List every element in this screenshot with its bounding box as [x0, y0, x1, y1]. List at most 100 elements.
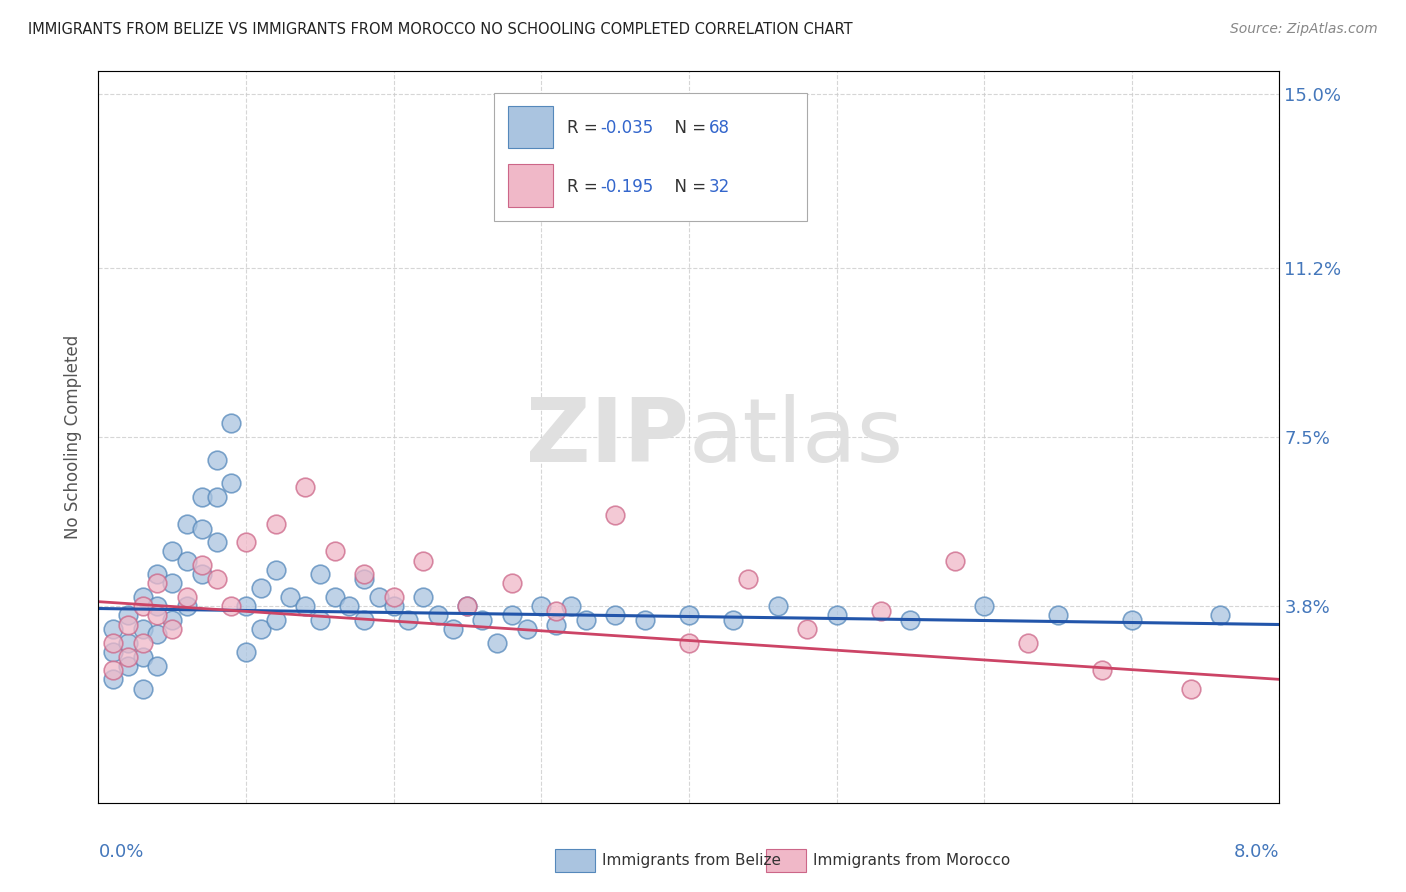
Point: [264, 613, 287, 627]
Point: [146, 658, 169, 673]
Point: [146, 626, 169, 640]
Text: 68: 68: [709, 120, 730, 137]
Point: [117, 636, 139, 650]
Point: [250, 622, 273, 636]
Point: [546, 617, 568, 632]
Text: N =: N =: [664, 178, 711, 196]
Point: [132, 590, 155, 604]
Point: [280, 590, 302, 604]
Point: [221, 475, 243, 490]
Point: [146, 576, 169, 591]
Point: [678, 608, 700, 623]
Point: [146, 608, 169, 623]
Point: [501, 576, 523, 591]
Text: Immigrants from Morocco: Immigrants from Morocco: [813, 854, 1010, 868]
Point: [309, 567, 332, 582]
Point: [176, 599, 198, 614]
Point: [471, 613, 494, 627]
Point: [1018, 636, 1040, 650]
Point: [176, 516, 198, 531]
Point: [1121, 613, 1143, 627]
Point: [678, 636, 700, 650]
Text: R =: R =: [567, 178, 603, 196]
Point: [162, 544, 183, 558]
Point: [796, 622, 818, 636]
Point: [235, 535, 257, 549]
FancyBboxPatch shape: [508, 164, 553, 207]
Point: [412, 553, 434, 567]
Point: [575, 613, 598, 627]
Point: [766, 599, 789, 614]
Point: [221, 599, 243, 614]
Point: [1091, 663, 1114, 677]
Point: [191, 567, 214, 582]
Point: [294, 599, 316, 614]
Point: [943, 553, 966, 567]
Point: [723, 613, 745, 627]
Point: [323, 590, 346, 604]
Point: [1046, 608, 1070, 623]
Point: [382, 599, 405, 614]
Point: [162, 576, 183, 591]
Text: atlas: atlas: [689, 393, 904, 481]
Point: [191, 558, 214, 573]
Point: [103, 663, 125, 677]
Point: [560, 599, 582, 614]
Text: 32: 32: [709, 178, 730, 196]
Point: [205, 490, 228, 504]
Point: [235, 645, 257, 659]
Point: [146, 599, 169, 614]
Point: [146, 567, 169, 582]
Text: -0.035: -0.035: [600, 120, 654, 137]
Point: [162, 613, 183, 627]
Text: ZIP: ZIP: [526, 393, 689, 481]
Point: [191, 490, 214, 504]
Point: [973, 599, 995, 614]
Point: [235, 599, 257, 614]
Text: 0.0%: 0.0%: [98, 843, 143, 861]
Point: [368, 590, 391, 604]
Y-axis label: No Schooling Completed: No Schooling Completed: [65, 335, 83, 539]
Point: [117, 608, 139, 623]
Point: [382, 590, 405, 604]
Point: [323, 544, 346, 558]
Point: [103, 673, 125, 687]
Point: [309, 613, 332, 627]
FancyBboxPatch shape: [508, 106, 553, 148]
Point: [176, 553, 198, 567]
Point: [117, 658, 139, 673]
Point: [486, 636, 509, 650]
FancyBboxPatch shape: [494, 94, 807, 221]
Point: [1180, 681, 1202, 696]
Point: [339, 599, 361, 614]
Point: [605, 608, 627, 623]
Point: [353, 572, 375, 586]
Point: [103, 622, 125, 636]
Point: [427, 608, 450, 623]
Point: [250, 581, 273, 595]
Text: 8.0%: 8.0%: [1234, 843, 1279, 861]
Point: [132, 636, 155, 650]
Point: [132, 649, 155, 664]
Point: [1209, 608, 1232, 623]
Point: [441, 622, 464, 636]
Point: [191, 521, 214, 535]
Point: [605, 508, 627, 522]
Text: -0.195: -0.195: [600, 178, 654, 196]
Text: N =: N =: [664, 120, 711, 137]
Point: [546, 604, 568, 618]
Point: [353, 613, 375, 627]
Point: [264, 563, 287, 577]
Point: [353, 567, 375, 582]
Point: [103, 636, 125, 650]
Point: [103, 645, 125, 659]
Point: [117, 617, 139, 632]
Point: [132, 622, 155, 636]
Point: [162, 622, 183, 636]
Point: [900, 613, 922, 627]
Point: [294, 480, 316, 494]
Point: [737, 572, 759, 586]
Point: [264, 516, 287, 531]
Point: [205, 453, 228, 467]
Point: [634, 613, 657, 627]
